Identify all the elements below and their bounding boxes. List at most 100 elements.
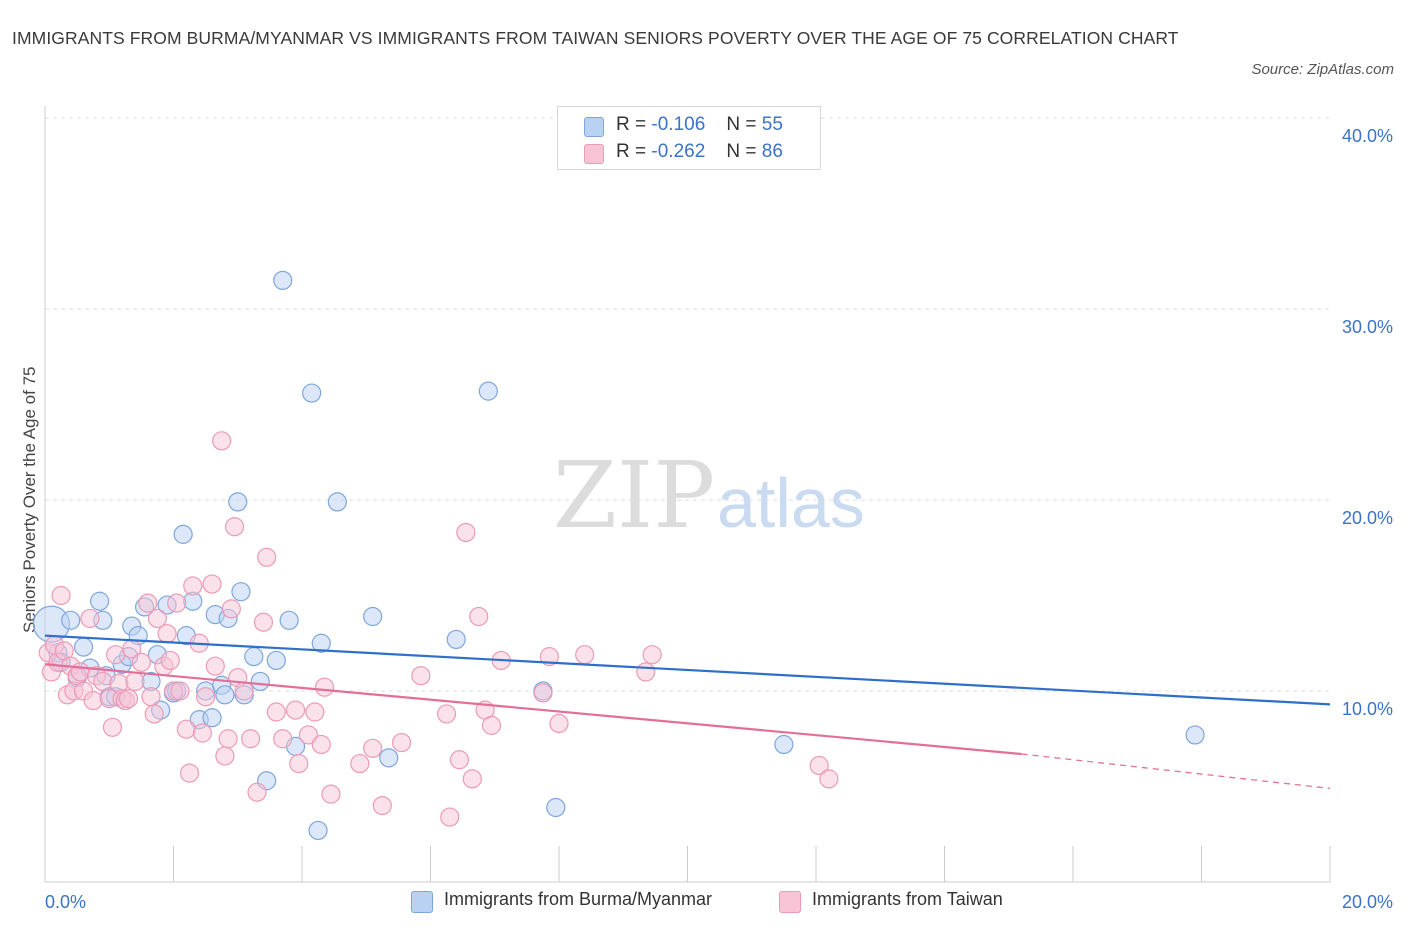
series-burma-points — [32, 270, 1205, 841]
point-taiwan — [144, 704, 164, 724]
bottom-legend-label-taiwan: Immigrants from Taiwan — [812, 889, 1003, 909]
point-taiwan — [221, 599, 241, 619]
watermark-zip: ZIP — [553, 442, 715, 549]
point-burma — [302, 383, 322, 403]
point-taiwan — [285, 700, 306, 720]
x-tick-label: 20.0% — [1342, 892, 1393, 912]
point-taiwan — [241, 729, 261, 749]
point-taiwan — [273, 729, 293, 749]
point-taiwan — [138, 593, 158, 613]
point-taiwan — [131, 652, 151, 672]
point-taiwan — [224, 517, 245, 537]
point-burma — [215, 685, 235, 705]
point-burma — [273, 270, 293, 290]
point-taiwan — [118, 689, 139, 709]
point-taiwan — [106, 645, 126, 665]
legend-swatch-taiwan — [584, 144, 604, 164]
point-taiwan — [539, 647, 559, 667]
y-tick-label: 10.0% — [1342, 699, 1393, 719]
point-burma — [311, 633, 331, 653]
point-burma — [244, 647, 264, 667]
legend-r-label: R = — [616, 141, 647, 162]
point-taiwan — [80, 608, 100, 629]
point-taiwan — [176, 719, 196, 739]
point-taiwan — [215, 746, 235, 766]
point-taiwan — [456, 522, 476, 543]
point-burma — [279, 610, 299, 630]
y-tick-label: 20.0% — [1342, 508, 1393, 528]
point-taiwan — [125, 671, 145, 692]
chart-title: IMMIGRANTS FROM BURMA/MYANMAR VS IMMIGRA… — [12, 28, 1179, 48]
point-taiwan — [102, 717, 123, 737]
point-taiwan — [642, 645, 662, 665]
point-taiwan — [372, 795, 392, 816]
point-taiwan — [70, 662, 90, 682]
point-burma — [73, 637, 94, 657]
point-taiwan — [819, 769, 839, 789]
point-burma — [478, 381, 498, 401]
point-taiwan — [350, 753, 370, 774]
point-taiwan — [549, 713, 569, 734]
point-taiwan — [298, 725, 319, 745]
point-taiwan — [469, 606, 489, 627]
point-taiwan — [192, 723, 213, 743]
point-taiwan — [196, 687, 216, 707]
point-taiwan — [170, 681, 190, 701]
y-tick-label: 30.0% — [1342, 317, 1393, 337]
point-burma — [202, 708, 222, 728]
point-taiwan — [305, 702, 325, 722]
legend-r-value-taiwan: -0.262 — [651, 141, 706, 162]
x-tick-label: 0.0% — [45, 892, 86, 912]
point-burma — [250, 671, 270, 692]
point-taiwan — [321, 784, 341, 804]
point-taiwan — [160, 650, 180, 671]
point-taiwan — [253, 612, 274, 632]
bottom-legend-label-burma: Immigrants from Burma/Myanmar — [444, 889, 713, 909]
point-burma — [363, 606, 383, 627]
legend-n-label: N = — [726, 141, 757, 162]
y-tick-label: 40.0% — [1342, 126, 1393, 146]
legend-r-value-burma: -0.106 — [651, 114, 706, 135]
point-taiwan — [141, 687, 161, 707]
legend-n-value-burma: 55 — [761, 114, 783, 135]
point-taiwan — [218, 729, 238, 749]
source-label: Source: ZipAtlas.com — [1251, 61, 1394, 78]
point-taiwan — [212, 431, 232, 451]
legend-n-value-taiwan: 86 — [761, 141, 783, 162]
bottom-legend-swatch-burma — [411, 891, 433, 913]
legend-swatch-burma — [584, 117, 604, 137]
point-burma — [446, 629, 466, 650]
point-burma — [266, 650, 286, 671]
point-taiwan — [179, 763, 200, 783]
point-taiwan — [636, 662, 656, 682]
point-taiwan — [533, 683, 553, 703]
watermark-atlas: atlas — [717, 464, 865, 542]
point-taiwan — [411, 666, 431, 686]
legend-n-label: N = — [726, 114, 757, 135]
trend-line-burma — [44, 634, 1331, 706]
trend-lines — [44, 634, 1331, 790]
point-taiwan — [436, 704, 457, 724]
point-taiwan — [266, 702, 286, 722]
point-burma — [173, 524, 193, 544]
point-taiwan — [51, 585, 71, 606]
point-burma — [90, 591, 110, 611]
point-taiwan — [462, 769, 482, 789]
point-taiwan — [202, 574, 222, 594]
series-taiwan-points — [38, 431, 839, 827]
point-taiwan — [440, 807, 460, 827]
trend-line-taiwan-extrapolated — [1021, 753, 1331, 790]
point-burma — [61, 610, 81, 630]
point-taiwan — [247, 782, 267, 802]
point-taiwan — [147, 608, 168, 629]
point-taiwan — [183, 576, 203, 596]
point-taiwan — [311, 734, 331, 755]
point-taiwan — [289, 753, 309, 774]
point-taiwan — [481, 715, 502, 735]
point-burma — [546, 797, 566, 818]
trend-line-taiwan — [44, 663, 1022, 756]
point-burma — [774, 734, 794, 755]
bottom-legend-swatch-taiwan — [779, 891, 801, 913]
axes — [44, 106, 1331, 883]
